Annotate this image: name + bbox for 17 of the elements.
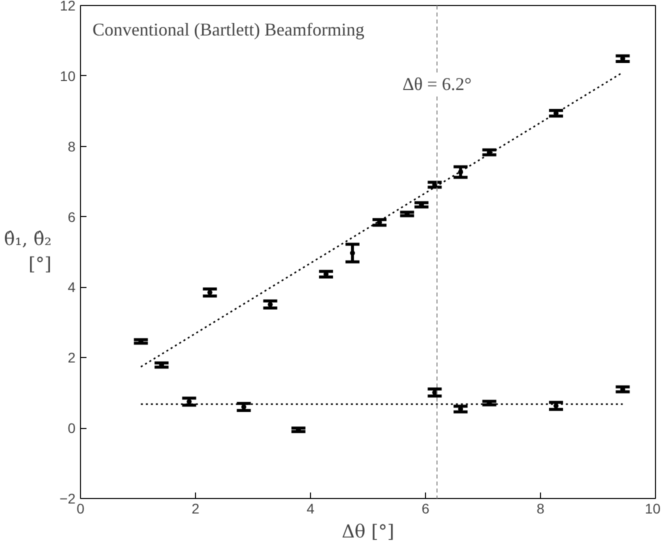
y-axis-title: θ̂₁, θ̂₂ [°] [4,228,52,276]
ref-line-label: Δθ = 6.2° [402,74,472,94]
y-tick-label: −2 [60,490,76,506]
y-tick-label: 12 [60,0,76,14]
x-tick-label: 4 [306,500,315,516]
y-tick-label: 8 [68,138,76,154]
x-tick-label: 10 [644,500,661,516]
y-tick-label: 10 [60,68,76,84]
x-tick-label: 6 [422,500,430,516]
y-tick-label: 2 [68,350,76,366]
x-axis-title: Δθ [°] [342,522,394,542]
x-tick-label: 2 [192,500,200,516]
y-tick-label: 6 [68,208,76,225]
text: Conventional (Bartlett) Beamforming [92,20,364,40]
x-tick-label: 8 [536,500,545,516]
y-tick-label: 4 [68,279,76,296]
y-tick-label: 0 [68,420,76,436]
